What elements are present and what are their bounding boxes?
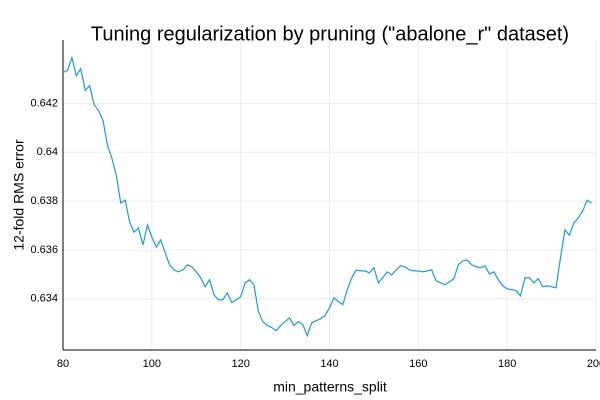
x-tick-label: 140 [320, 358, 338, 370]
x-tick-label: 100 [143, 358, 161, 370]
data-line [62, 55, 592, 338]
x-tick-label: 80 [57, 358, 69, 370]
y-tick-label: 0.638 [30, 195, 58, 207]
y-tick-label: 0.634 [30, 293, 58, 305]
y-axis-label: 12-fold RMS error [11, 139, 27, 251]
x-tick-label: 120 [231, 358, 249, 370]
y-tick-label: 0.636 [30, 244, 58, 256]
y-tick-label: 0.642 [30, 97, 58, 109]
x-tick-label: 160 [409, 358, 427, 370]
x-axis-label: min_patterns_split [273, 379, 387, 395]
x-tick-label: 200 [587, 358, 600, 370]
y-tick-label: 0.64 [37, 146, 58, 158]
x-tick-label: 180 [498, 358, 516, 370]
chart-title: Tuning regularization by pruning ("abalo… [91, 23, 569, 45]
